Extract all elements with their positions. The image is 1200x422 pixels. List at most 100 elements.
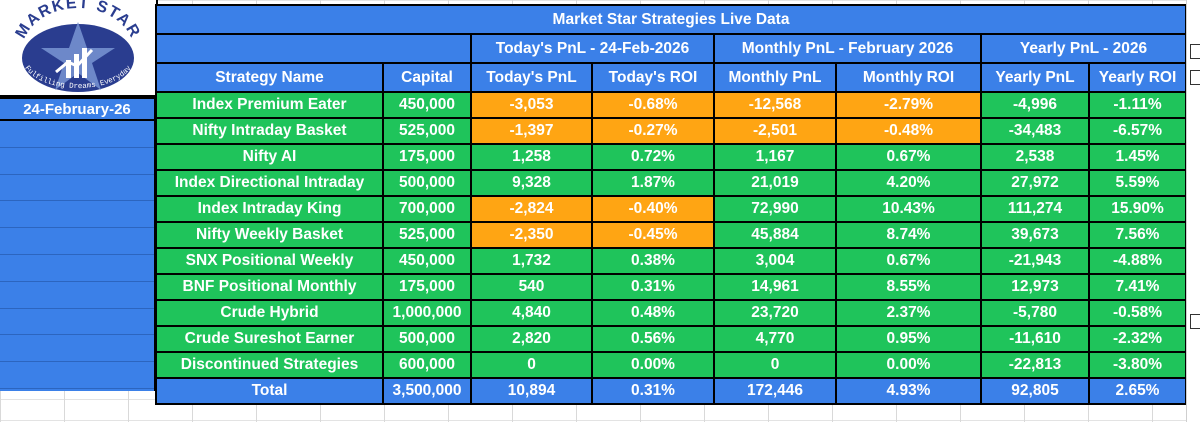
- cell-name: Nifty AI: [155, 143, 384, 171]
- cell-monthly-pnl: 72,990: [713, 195, 837, 223]
- column-header-row: Strategy Name Capital Today's PnL Today'…: [155, 62, 1187, 93]
- cell-marker: [1190, 44, 1200, 59]
- date-cell: 24-February-26: [0, 97, 156, 121]
- cell-today-roi: -0.45%: [591, 221, 715, 249]
- total-monthly-roi: 4.93%: [835, 377, 982, 405]
- column-header: Strategy Name: [155, 62, 384, 93]
- cell-today-roi: 1.87%: [591, 169, 715, 197]
- cell-name: Crude Sureshot Earner: [155, 325, 384, 353]
- cell-yearly-pnl: 12,973: [980, 273, 1090, 301]
- cell-name: SNX Positional Weekly: [155, 247, 384, 275]
- cell-capital: 500,000: [382, 169, 472, 197]
- cell-yearly-pnl: -34,483: [980, 117, 1090, 145]
- cell-today-pnl: 1,732: [470, 247, 593, 275]
- date-column-filler: [0, 121, 156, 391]
- total-capital: 3,500,000: [382, 377, 472, 405]
- total-row: Total 3,500,000 10,894 0.31% 172,446 4.93% 92,…: [155, 377, 1187, 405]
- cell-capital: 1,000,000: [382, 299, 472, 327]
- total-today-roi: 0.31%: [591, 377, 715, 405]
- cell-capital: 525,000: [382, 221, 472, 249]
- cell-name: Discontinued Strategies: [155, 351, 384, 379]
- market-star-logo: MARKET STAR Fulfilling Dreams Everyday: [0, 0, 158, 97]
- cell-yearly-pnl: 39,673: [980, 221, 1090, 249]
- table-row: Crude Hybrid 1,000,000 4,840 0.48% 23,720 2.3…: [155, 299, 1187, 327]
- total-monthly-pnl: 172,446: [713, 377, 837, 405]
- table-row: Index Intraday King 700,000 -2,824 -0.40% 72…: [155, 195, 1187, 223]
- total-yearly-roi: 2.65%: [1088, 377, 1187, 405]
- cell-monthly-roi: 0.00%: [835, 351, 982, 379]
- cell-yearly-pnl: -21,943: [980, 247, 1090, 275]
- cell-today-pnl: 1,258: [470, 143, 593, 171]
- cell-yearly-roi: -6.57%: [1088, 117, 1187, 145]
- cell-capital: 525,000: [382, 117, 472, 145]
- cell-capital: 175,000: [382, 143, 472, 171]
- cell-name: Nifty Weekly Basket: [155, 221, 384, 249]
- cell-capital: 175,000: [382, 273, 472, 301]
- group-header-blank: [155, 33, 472, 64]
- cell-yearly-roi: 5.59%: [1088, 169, 1187, 197]
- table-row: Discontinued Strategies 600,000 0 0.00% 0 0.0…: [155, 351, 1187, 379]
- cell-today-pnl: 4,840: [470, 299, 593, 327]
- cell-today-roi: 0.31%: [591, 273, 715, 301]
- column-header: Yearly ROI: [1088, 62, 1187, 93]
- cell-name: Crude Hybrid: [155, 299, 384, 327]
- cell-monthly-pnl: 1,167: [713, 143, 837, 171]
- cell-monthly-pnl: 23,720: [713, 299, 837, 327]
- table-row: Index Directional Intraday 500,000 9,328 1.…: [155, 169, 1187, 197]
- table-row: Nifty AI 175,000 1,258 0.72% 1,167 0.67% 2,538…: [155, 143, 1187, 171]
- cell-monthly-roi: 0.95%: [835, 325, 982, 353]
- cell-capital: 450,000: [382, 91, 472, 119]
- cell-monthly-pnl: -2,501: [713, 117, 837, 145]
- group-header-today: Today's PnL - 24-Feb-2026: [470, 33, 715, 64]
- cell-monthly-pnl: 4,770: [713, 325, 837, 353]
- cell-yearly-roi: 15.90%: [1088, 195, 1187, 223]
- cell-today-roi: 0.00%: [591, 351, 715, 379]
- cell-monthly-roi: 0.67%: [835, 247, 982, 275]
- cell-monthly-pnl: 21,019: [713, 169, 837, 197]
- cell-today-roi: 0.56%: [591, 325, 715, 353]
- cell-today-pnl: 0: [470, 351, 593, 379]
- cell-today-pnl: 2,820: [470, 325, 593, 353]
- table-row: SNX Positional Weekly 450,000 1,732 0.38% 3,…: [155, 247, 1187, 275]
- cell-yearly-pnl: -11,610: [980, 325, 1090, 353]
- cell-yearly-pnl: -22,813: [980, 351, 1090, 379]
- cell-today-pnl: -1,397: [470, 117, 593, 145]
- cell-today-pnl: -2,350: [470, 221, 593, 249]
- cell-today-pnl: 9,328: [470, 169, 593, 197]
- cell-monthly-pnl: 3,004: [713, 247, 837, 275]
- right-sheet-edge: [1186, 0, 1200, 422]
- cell-today-pnl: -2,824: [470, 195, 593, 223]
- cell-yearly-roi: -3.80%: [1088, 351, 1187, 379]
- cell-capital: 500,000: [382, 325, 472, 353]
- cell-today-roi: -0.40%: [591, 195, 715, 223]
- cell-yearly-roi: -0.58%: [1088, 299, 1187, 327]
- column-header: Monthly PnL: [713, 62, 837, 93]
- total-label: Total: [155, 377, 384, 405]
- cell-name: Index Directional Intraday: [155, 169, 384, 197]
- cell-marker: [1190, 70, 1200, 85]
- cell-yearly-roi: 7.41%: [1088, 273, 1187, 301]
- cell-yearly-pnl: 111,274: [980, 195, 1090, 223]
- cell-monthly-roi: 2.37%: [835, 299, 982, 327]
- cell-monthly-pnl: 45,884: [713, 221, 837, 249]
- cell-monthly-roi: 4.20%: [835, 169, 982, 197]
- column-header: Monthly ROI: [835, 62, 982, 93]
- cell-yearly-roi: -2.32%: [1088, 325, 1187, 353]
- cell-today-roi: 0.72%: [591, 143, 715, 171]
- strategies-table: Market Star Strategies Live Data Today's…: [155, 4, 1187, 405]
- cell-yearly-pnl: -5,780: [980, 299, 1090, 327]
- cell-monthly-pnl: 14,961: [713, 273, 837, 301]
- group-header-yearly: Yearly PnL - 2026: [980, 33, 1187, 64]
- cell-capital: 700,000: [382, 195, 472, 223]
- cell-monthly-roi: 8.74%: [835, 221, 982, 249]
- column-header: Yearly PnL: [980, 62, 1090, 93]
- group-header-row: Today's PnL - 24-Feb-2026 Monthly PnL - …: [155, 33, 1187, 64]
- cell-monthly-pnl: -12,568: [713, 91, 837, 119]
- cell-yearly-pnl: 27,972: [980, 169, 1090, 197]
- cell-today-roi: 0.38%: [591, 247, 715, 275]
- cell-name: Index Intraday King: [155, 195, 384, 223]
- table-row: Nifty Intraday Basket 525,000 -1,397 -0.27%…: [155, 117, 1187, 145]
- table-row: BNF Positional Monthly 175,000 540 0.31% 14,…: [155, 273, 1187, 301]
- group-header-monthly: Monthly PnL - February 2026: [713, 33, 982, 64]
- column-header: Today's ROI: [591, 62, 715, 93]
